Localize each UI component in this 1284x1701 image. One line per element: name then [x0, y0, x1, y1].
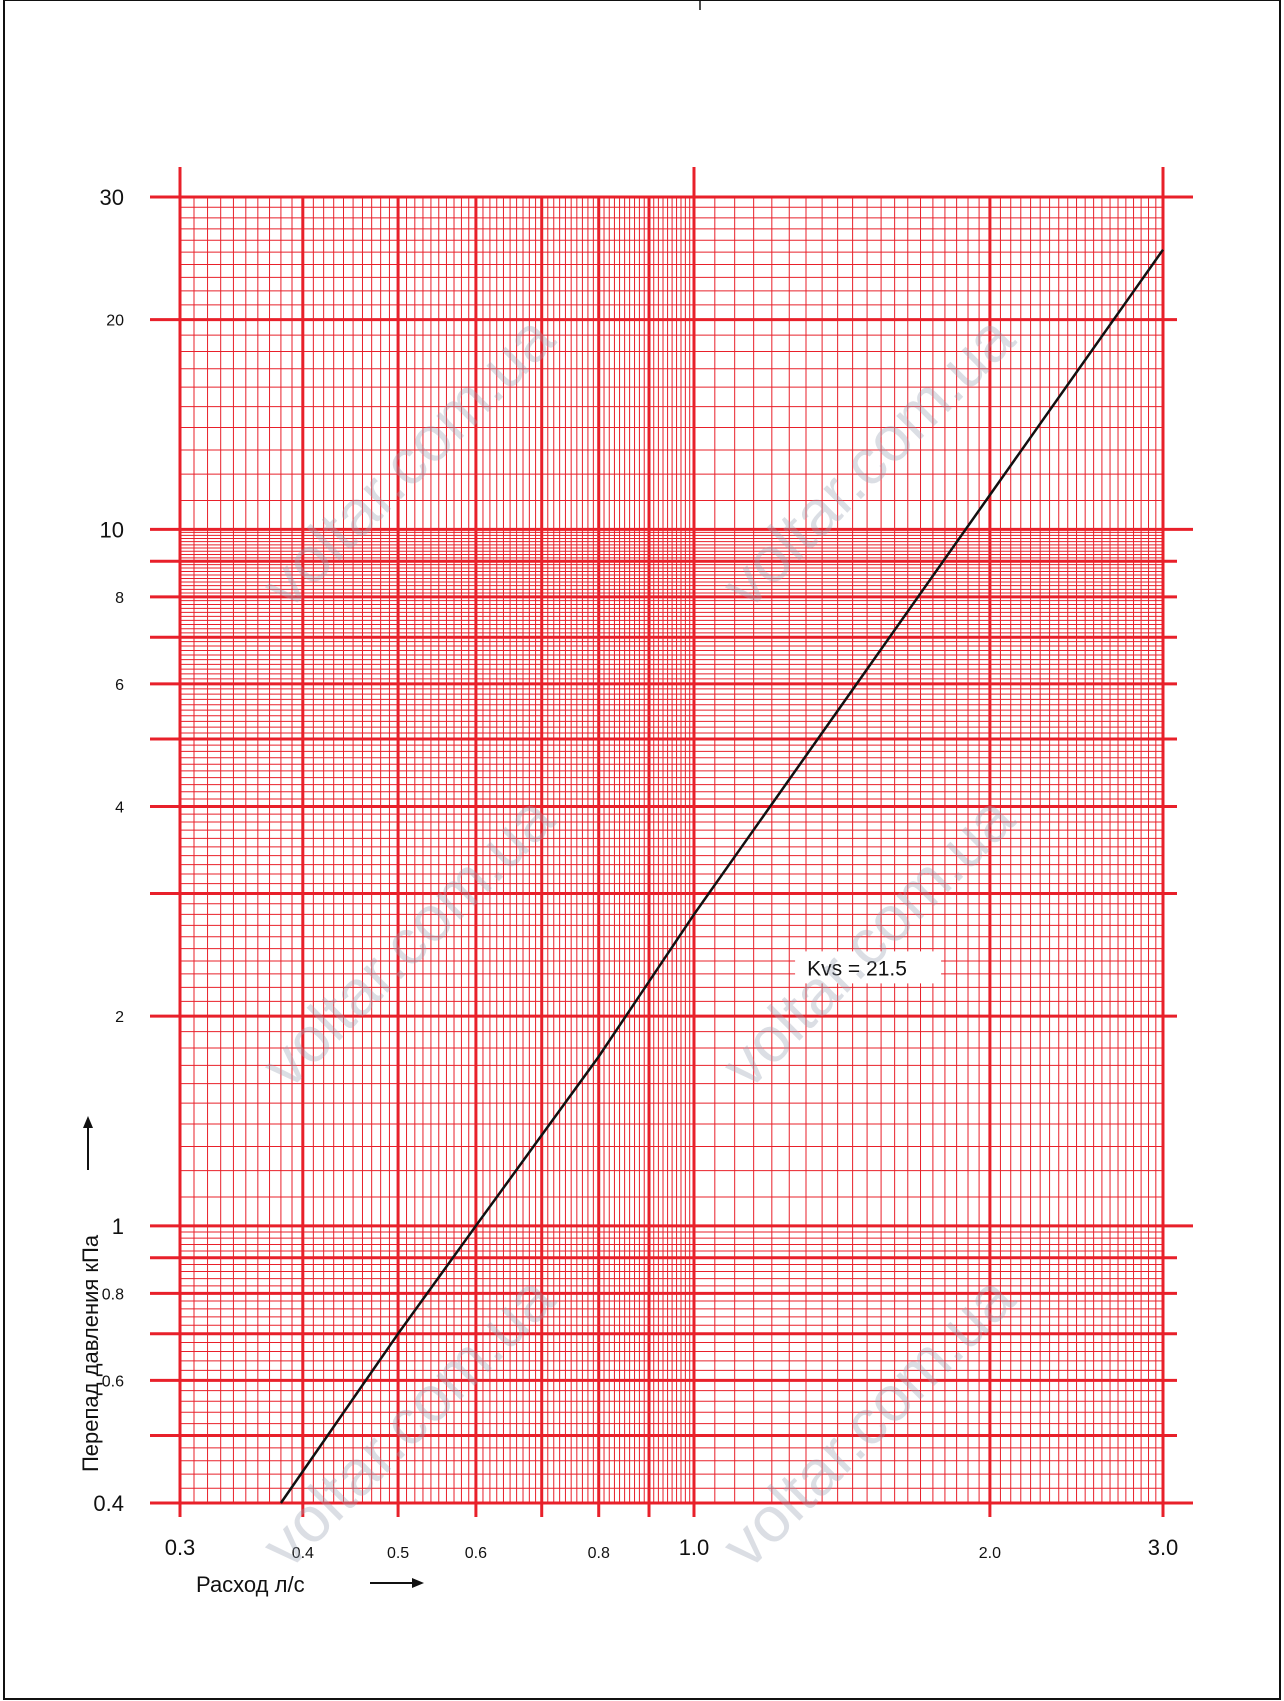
x-axis-label: Расход л/с: [196, 1572, 305, 1597]
y-axis-label: Перепад давления кПа: [78, 1234, 103, 1472]
x-tick-label: 1.0: [679, 1535, 710, 1560]
y-tick-label: 1: [112, 1214, 124, 1239]
y-tick-label: 0.8: [102, 1286, 124, 1303]
y-tick-label: 0.6: [102, 1373, 124, 1390]
annotation-label: Kvs = 21.5: [807, 957, 907, 980]
x-tick-label: 3.0: [1148, 1535, 1179, 1560]
y-tick-label: 4: [115, 799, 124, 816]
y-tick-label: 10: [100, 517, 124, 542]
series-layer: [279, 248, 1165, 1504]
y-tick-label: 0.4: [93, 1491, 124, 1516]
page-border: [3, 0, 1281, 1700]
x-tick-label: 0.4: [292, 1545, 314, 1562]
y-axis-arrow-head: [83, 1116, 93, 1128]
x-tick-label: 0.6: [465, 1545, 487, 1562]
x-axis-arrow-head: [412, 1578, 424, 1588]
major-grid: [150, 167, 1193, 1517]
y-tick-label: 8: [115, 590, 124, 607]
y-tick-label: 6: [115, 677, 124, 694]
x-tick-label: 0.3: [165, 1535, 196, 1560]
x-tick-label: 2.0: [979, 1545, 1001, 1562]
y-tick-label: 30: [100, 185, 124, 210]
x-axis-title: Расход л/с: [196, 1572, 424, 1597]
kvs-annotation: Kvs = 21.5: [795, 951, 942, 984]
y-tick-label: 20: [106, 313, 124, 330]
x-tick-labels: 0.3 0.4 0.5 0.6 0.8 1.0 2.0 3.0: [165, 1535, 1179, 1562]
y-tick-labels: 0.4 0.6 0.8 1 2 4 6 8 10 20 30: [93, 185, 124, 1516]
x-tick-label: 0.8: [588, 1545, 610, 1562]
annotation-background: [795, 951, 942, 984]
x-tick-label: 0.5: [387, 1545, 409, 1562]
y-axis-title: Перепад давления кПа: [78, 1116, 103, 1472]
y-tick-label: 2: [115, 1009, 124, 1026]
kvs-curve: [279, 248, 1165, 1504]
